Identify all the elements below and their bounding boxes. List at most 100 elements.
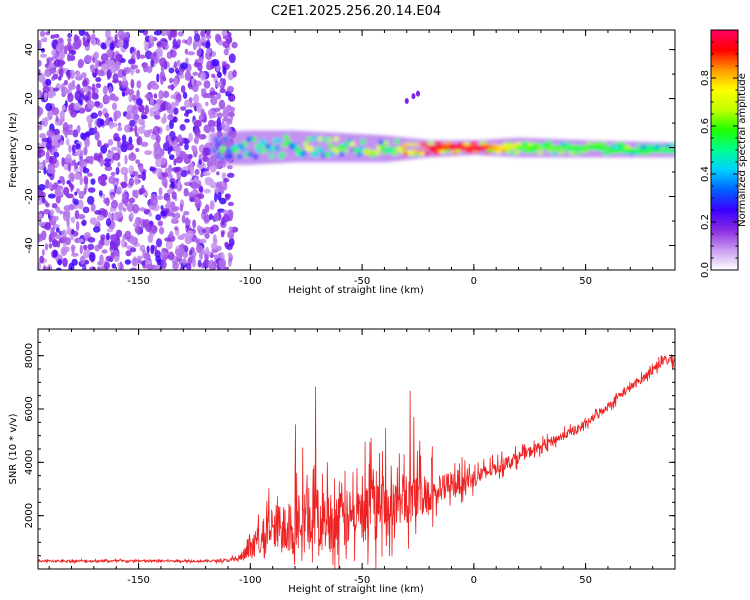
signal-band-blob <box>221 145 227 151</box>
noise-speckle <box>222 78 226 87</box>
signal-band-halo <box>217 132 221 165</box>
signal-band-blob <box>256 148 262 154</box>
noise-speckle <box>226 85 235 93</box>
signal-band-blob <box>378 139 384 145</box>
noise-speckle <box>83 132 91 137</box>
noise-speckle <box>191 83 199 93</box>
noise-speckle <box>179 203 184 212</box>
signal-band-core <box>525 145 528 150</box>
noise-speckle <box>41 230 47 241</box>
noise-speckle <box>189 249 193 256</box>
noise-speckle <box>84 138 90 148</box>
signal-band-halo <box>383 135 387 163</box>
signal-band-core <box>585 145 589 150</box>
signal-band-core <box>628 148 631 153</box>
noise-speckle <box>200 71 206 81</box>
noise-speckle <box>159 30 168 37</box>
noise-speckle <box>111 199 118 209</box>
signal-band-core <box>489 145 492 150</box>
signal-band-halo <box>319 131 323 163</box>
noise-speckle <box>200 173 204 178</box>
noise-speckle <box>54 187 61 198</box>
signal-band-core <box>659 148 662 153</box>
signal-band-blob <box>466 149 474 154</box>
noise-speckle <box>166 199 171 207</box>
noise-speckle <box>53 182 57 190</box>
noise-speckle <box>104 162 112 168</box>
noise-speckle <box>196 102 203 113</box>
noise-speckle <box>118 80 122 87</box>
noise-speckle <box>63 186 70 196</box>
signal-band-core <box>576 145 580 150</box>
noise-speckle <box>227 230 235 239</box>
signal-band-core <box>523 145 526 150</box>
noise-speckle <box>144 44 150 52</box>
noise-speckle <box>93 152 99 161</box>
noise-speckle <box>223 48 229 56</box>
noise-speckle <box>411 93 416 100</box>
noise-speckle <box>199 238 207 244</box>
noise-speckle <box>221 172 227 180</box>
noise-speckle <box>186 230 194 239</box>
signal-band-blob <box>427 141 435 145</box>
noise-speckle <box>39 30 46 38</box>
signal-band-blob <box>574 151 582 155</box>
noise-speckle <box>115 236 121 247</box>
noise-speckle <box>184 71 192 81</box>
signal-band-blob <box>411 149 419 153</box>
noise-speckle <box>110 171 116 176</box>
noise-speckle <box>154 249 159 255</box>
noise-speckle <box>109 42 115 51</box>
noise-speckle <box>206 47 212 55</box>
noise-speckle <box>228 226 233 231</box>
signal-band-blob <box>258 142 264 148</box>
noise-speckle <box>49 156 58 165</box>
noise-speckle <box>83 166 87 172</box>
noise-speckle <box>90 34 94 45</box>
signal-band-blob <box>599 142 607 146</box>
signal-band-halo <box>372 134 376 163</box>
noise-speckle <box>129 119 136 127</box>
noise-speckle <box>164 237 172 242</box>
noise-speckle <box>208 109 213 120</box>
signal-band-core <box>531 145 535 150</box>
colorbar-ticks: 0.0 0.2 0.4 0.6 0.8 <box>700 41 738 278</box>
noise-speckle <box>196 193 205 200</box>
snr-x-tick-label: 50 <box>579 575 592 586</box>
signal-band-core <box>482 145 486 150</box>
spectrogram-signal-band <box>209 130 675 165</box>
signal-band-core <box>670 148 674 153</box>
signal-band-core <box>449 145 452 150</box>
noise-speckle <box>95 82 102 89</box>
spectrogram-y-tick-label: 40 <box>24 43 35 56</box>
signal-band-core <box>625 148 629 153</box>
noise-speckle <box>184 48 189 55</box>
noise-speckle <box>38 89 41 99</box>
noise-speckle <box>156 41 163 47</box>
signal-band-blob <box>443 148 451 153</box>
signal-band-core <box>596 145 600 150</box>
noise-speckle <box>163 112 167 123</box>
signal-band-halo <box>286 130 290 163</box>
noise-speckle <box>197 62 203 72</box>
noise-speckle <box>192 39 198 50</box>
signal-band-core <box>509 145 513 150</box>
noise-speckle <box>173 61 177 69</box>
noise-speckle <box>160 74 164 85</box>
signal-band-blob <box>253 154 259 160</box>
noise-speckle <box>70 172 75 183</box>
noise-speckle <box>223 177 230 183</box>
snr-series-line <box>38 354 675 569</box>
noise-speckle <box>80 132 85 140</box>
noise-speckle <box>215 183 223 189</box>
signal-band-core <box>438 145 441 150</box>
signal-band-core <box>467 145 470 150</box>
signal-band-core <box>652 148 656 153</box>
noise-speckle <box>100 53 109 63</box>
signal-band-core <box>610 148 613 153</box>
noise-speckle <box>154 114 161 120</box>
noise-speckle <box>53 128 60 136</box>
noise-speckle <box>191 145 198 153</box>
noise-speckle <box>124 31 130 38</box>
signal-band-blob <box>326 137 332 143</box>
